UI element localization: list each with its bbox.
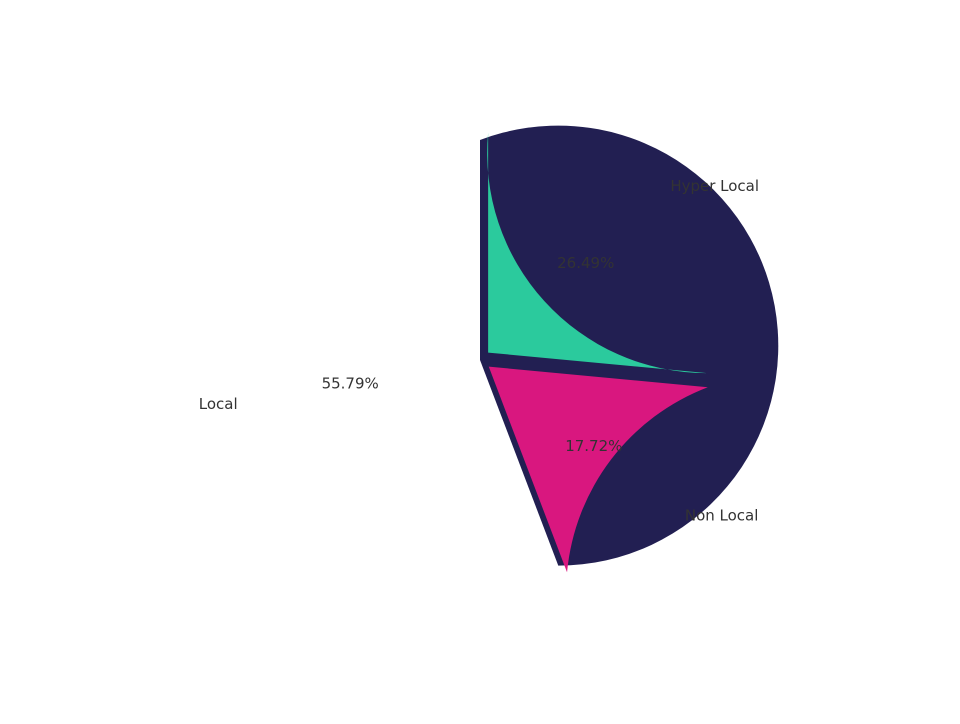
pie-label-hyper-local: Hyper Local [670,177,759,195]
pie-pct-hyper-local: 26.49% [557,254,614,272]
pie-label-local: Local [199,395,238,413]
pie-label-non-local: Non Local [685,506,759,524]
pie-pct-local: 55.79% [322,374,379,392]
pie-chart: 55.79% 17.72% 26.49% Local Non Local Hyper L… [0,0,960,720]
pie-pct-non-local: 17.72% [565,437,622,455]
